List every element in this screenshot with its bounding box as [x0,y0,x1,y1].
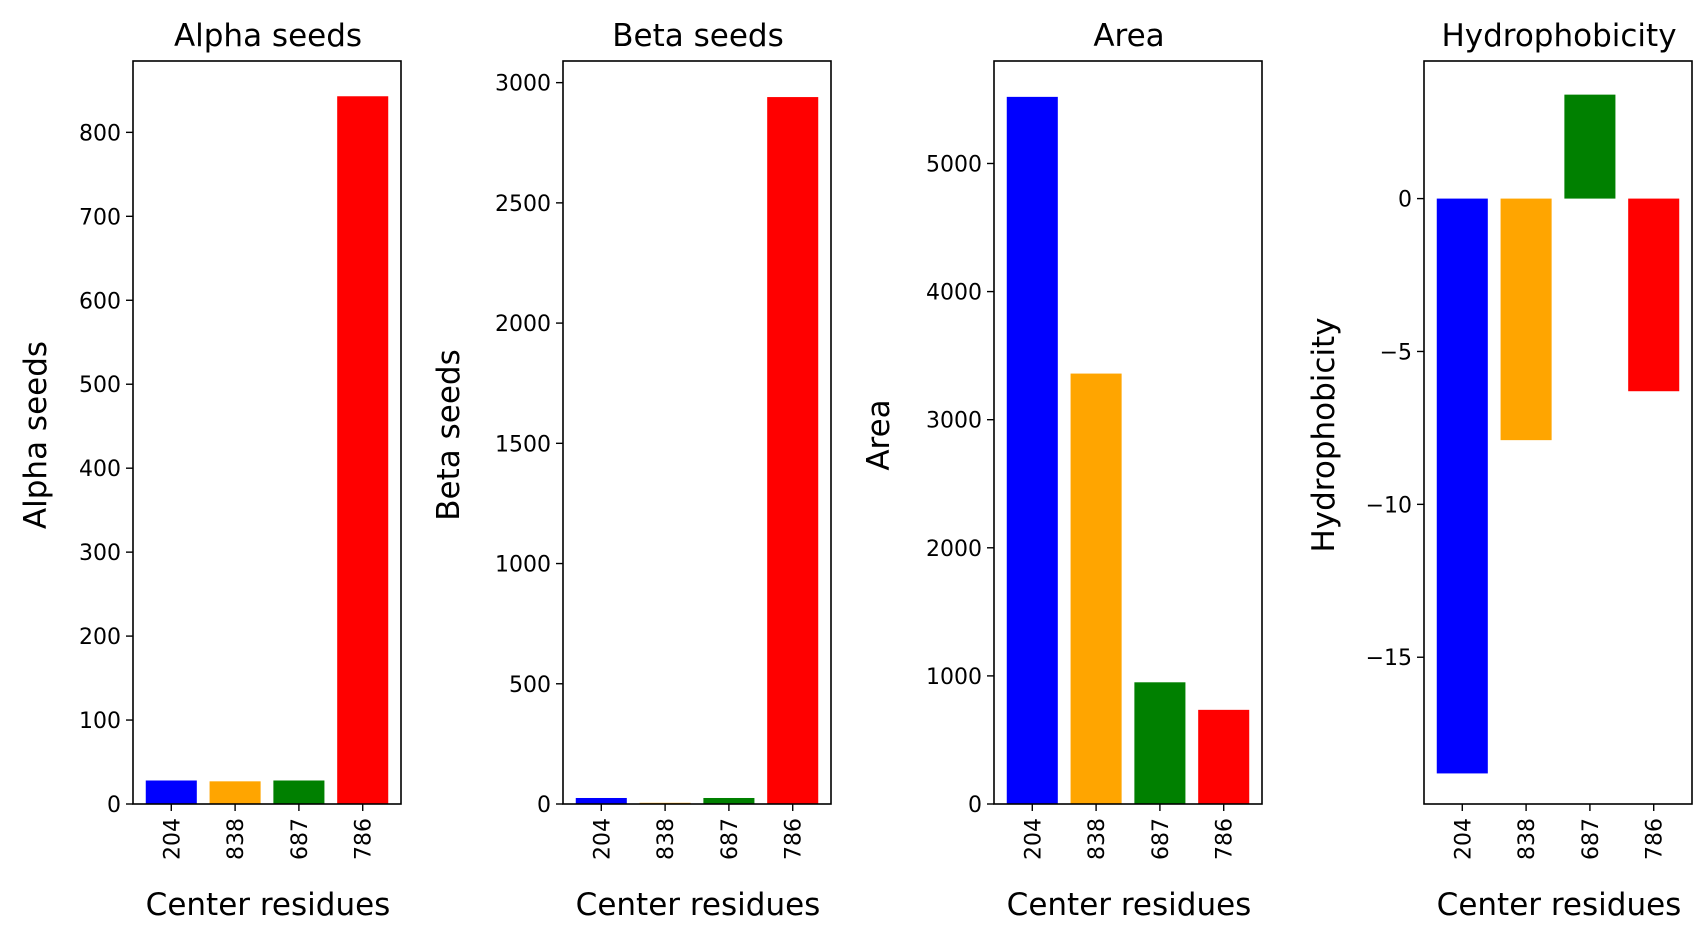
x-tick-label: 204 [1451,818,1476,860]
bar-786 [1198,709,1250,804]
x-tick-label: 687 [1149,818,1174,860]
y-tick-label: 2000 [495,312,551,337]
y-tick-label: 3000 [495,72,551,97]
y-tick-label: 4000 [926,281,982,306]
x-tick-label: 838 [1515,818,1540,860]
bar-838 [209,781,261,804]
x-axis-label: Center residues [146,887,391,923]
bar-838 [1500,198,1552,441]
x-tick-label: 786 [1643,818,1668,860]
axes-frame [562,60,832,805]
y-tick-label: 0 [107,793,121,818]
bar-204 [1006,96,1058,805]
x-axis-label: Center residues [1007,887,1252,923]
x-tick-label: 786 [782,818,807,860]
axes-frame [132,60,402,805]
y-tick-label: −15 [1366,646,1412,671]
x-tick-label: 204 [160,818,185,860]
panel-title: Alpha seeds [174,18,362,54]
y-tick-label: 2000 [926,537,982,562]
x-tick-label: 687 [718,818,743,860]
bar-687 [1564,94,1616,199]
axes-frame [1423,60,1693,805]
x-tick-label: 687 [288,818,313,860]
x-tick-label: 786 [352,818,377,860]
bar-838 [1070,373,1122,804]
bar-687 [1134,682,1186,804]
y-tick-label: −10 [1366,493,1412,518]
x-tick-label: 786 [1213,818,1238,860]
y-tick-label: 0 [968,793,982,818]
panel-hydrophobicity: Hydrophobicity Center residues Hydrophob… [1306,18,1693,923]
y-tick-label: 2500 [495,192,551,217]
bar-687 [703,797,755,804]
x-tick-label: 838 [654,818,679,860]
panel-beta-seeds: Beta seeds Center residues Beta seeds 0 5… [431,18,832,923]
x-axis-label: Center residues [1437,887,1682,923]
x-tick-label: 204 [1021,818,1046,860]
y-axis-label: Beta seeds [431,349,467,520]
panel-title: Hydrophobicity [1441,18,1676,54]
bar-204 [1436,198,1488,774]
x-tick-label: 838 [224,818,249,860]
x-tick-label: 204 [590,818,615,860]
x-axis-label: Center residues [576,887,821,923]
y-tick-label: 200 [79,625,121,650]
panel-alpha-seeds: Alpha seeds Center residues Alpha seeds … [18,18,402,923]
y-tick-label: 500 [79,373,121,398]
y-tick-label: 1000 [495,553,551,578]
bar-786 [767,97,819,804]
y-axis-label: Alpha seeds [18,341,54,529]
y-tick-label: 5000 [926,152,982,177]
y-tick-label: 100 [79,709,121,734]
panel-title: Area [1093,18,1164,54]
y-axis-label: Hydrophobicity [1306,317,1342,552]
x-tick-label: 838 [1085,818,1110,860]
y-axis-label: Area [861,399,897,470]
y-tick-label: −5 [1380,340,1412,365]
y-tick-label: 800 [79,121,121,146]
bar-204 [575,797,627,804]
y-tick-label: 600 [79,289,121,314]
bar-687 [273,780,325,804]
y-tick-label: 1000 [926,665,982,690]
panel-area: Area Center residues Area 0 1000 2000 3000 4… [861,18,1263,923]
y-tick-label: 400 [79,457,121,482]
x-tick-label: 687 [1579,818,1604,860]
bar-786 [1628,198,1680,392]
y-tick-label: 3000 [926,409,982,434]
y-tick-label: 0 [1398,188,1412,213]
y-tick-label: 500 [509,673,551,698]
panel-title: Beta seeds [612,18,783,54]
y-tick-label: 0 [537,793,551,818]
bar-786 [337,96,389,805]
bar-204 [145,780,197,804]
y-tick-label: 700 [79,205,121,230]
y-tick-label: 1500 [495,432,551,457]
axes-frame [993,60,1263,805]
y-tick-label: 300 [79,541,121,566]
